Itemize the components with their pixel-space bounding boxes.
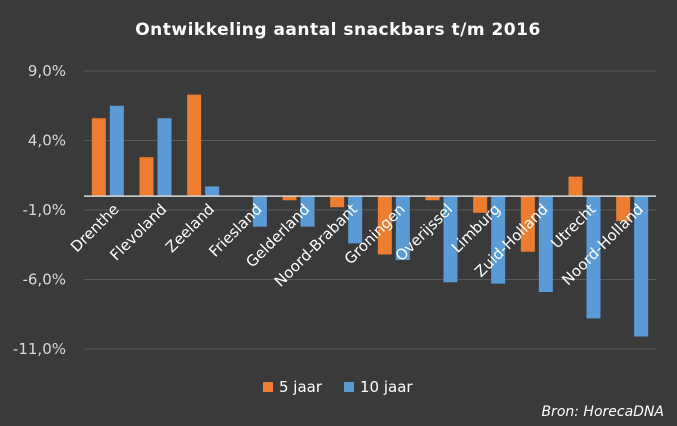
bar-5-jaar-zeeland xyxy=(187,94,202,197)
y-tick-label: -6,0% xyxy=(22,271,66,289)
bar-10-jaar-gelderland xyxy=(300,196,315,227)
grid-layer xyxy=(84,70,656,350)
bars xyxy=(91,94,649,337)
y-axis: 9,0% 4,0% -1,0% -6,0% -11,0% xyxy=(13,62,66,358)
y-tick-label: 4,0% xyxy=(28,132,66,150)
legend-label-5-jaar: 5 jaar xyxy=(279,378,323,396)
bar-5-jaar-flevoland xyxy=(139,157,154,197)
bar-10-jaar-zeeland xyxy=(205,186,220,197)
bar-5-jaar-noord-brabant xyxy=(330,196,345,208)
bar-5-jaar-noord-holland xyxy=(616,196,631,222)
bar-5-jaar-groningen xyxy=(377,196,392,255)
bar-10-jaar-noord-brabant xyxy=(348,196,363,244)
legend-swatch-5-jaar xyxy=(263,382,273,392)
bar-5-jaar-overijssel xyxy=(425,196,440,201)
bar-10-jaar-zuid-holland xyxy=(538,196,553,293)
bar-10-jaar-utrecht xyxy=(586,196,601,319)
bar-5-jaar-limburg xyxy=(473,196,488,213)
x-axis-labels: DrentheFlevolandZeelandFrieslandGelderla… xyxy=(67,200,647,290)
chart-title: Ontwikkeling aantal snackbars t/m 2016 xyxy=(135,20,541,40)
bar-10-jaar-noord-holland xyxy=(634,196,649,337)
bar-5-jaar-utrecht xyxy=(568,176,583,197)
bar-10-jaar-groningen xyxy=(395,196,410,261)
legend-label-10-jaar: 10 jaar xyxy=(360,378,413,396)
bar-10-jaar-flevoland xyxy=(157,118,172,197)
bar-10-jaar-friesland xyxy=(252,196,267,227)
source-note: Bron: HorecaDNA xyxy=(541,404,664,420)
x-category-label: Noord-Holland xyxy=(558,200,647,289)
bar-10-jaar-limburg xyxy=(491,196,506,284)
bar-5-jaar-drenthe xyxy=(91,118,106,197)
x-category-label: Noord-Brabant xyxy=(271,200,361,290)
bar-5-jaar-zuid-holland xyxy=(520,196,535,252)
y-tick-label: -11,0% xyxy=(13,340,66,358)
bar-5-jaar-gelderland xyxy=(282,196,297,201)
bar-10-jaar-overijssel xyxy=(443,196,458,283)
legend: 5 jaar 10 jaar xyxy=(263,378,413,396)
legend-swatch-10-jaar xyxy=(344,382,354,392)
y-tick-label: 9,0% xyxy=(28,62,66,80)
y-tick-label: -1,0% xyxy=(22,201,66,219)
bar-10-jaar-drenthe xyxy=(109,105,124,197)
